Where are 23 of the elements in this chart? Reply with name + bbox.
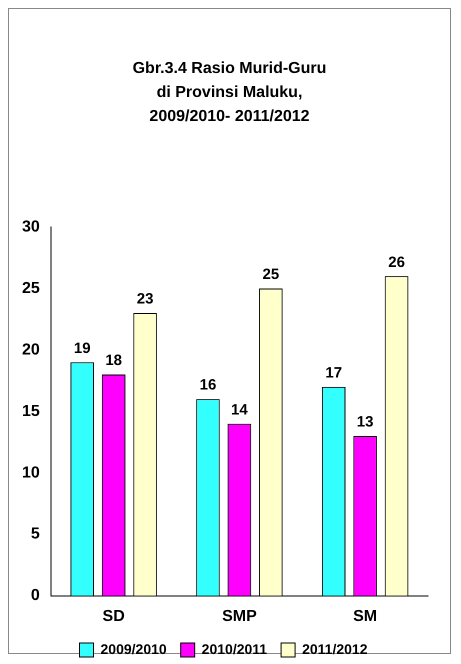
y-tick-label: 0 — [30, 587, 40, 604]
x-tick-label: SMP — [222, 608, 258, 625]
y-tick-label: 25 — [22, 280, 40, 297]
x-tick-label: SM — [353, 608, 378, 625]
data-label: 18 — [105, 352, 122, 370]
data-label: 19 — [74, 340, 91, 357]
x-tick-label: SD — [102, 608, 125, 625]
legend-label: 2010/2011 — [202, 640, 268, 657]
y-tick-label: 20 — [22, 341, 40, 358]
y-tick-label: 5 — [30, 526, 40, 543]
data-label: 13 — [356, 414, 374, 431]
data-label: 16 — [200, 376, 216, 394]
legend-label: 2009/2010 — [100, 640, 167, 657]
legend-label: 2011/2012 — [302, 640, 368, 657]
data-label: 25 — [262, 266, 280, 284]
chart-title: Gbr.3.4 Rasio Murid-Guru di Provinsi Maluku, 2009/2010- 2011/2012 — [132, 59, 328, 127]
data-label: 17 — [325, 364, 342, 382]
data-label: 23 — [136, 290, 154, 308]
data-label: 26 — [388, 254, 405, 271]
y-tick-label: 10 — [22, 464, 40, 482]
y-tick-label: 15 — [22, 402, 40, 420]
data-label: 14 — [231, 401, 248, 418]
y-tick-label: 30 — [22, 218, 40, 236]
